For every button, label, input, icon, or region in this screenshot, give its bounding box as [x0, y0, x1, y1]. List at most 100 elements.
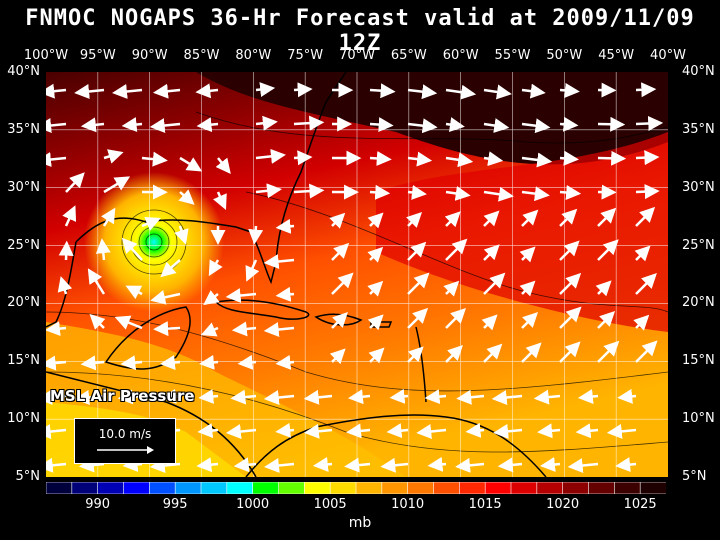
wind-vector-arrow	[87, 268, 106, 295]
colorbar-tick-label: 1020	[546, 497, 580, 512]
wind-vector-arrow	[263, 390, 295, 405]
pressure-colorbar	[46, 482, 666, 494]
latitude-label-left: 5°N	[15, 469, 41, 484]
wind-vector-arrow	[215, 157, 231, 175]
wind-vector-arrow	[346, 423, 371, 439]
wind-vector-arrow	[407, 272, 430, 295]
wind-vector-arrow	[160, 388, 181, 404]
wind-vector-arrow	[179, 156, 203, 172]
wind-vector-arrow	[103, 176, 131, 194]
wind-vector-arrow	[264, 458, 295, 473]
colorbar-tick-label: 1005	[313, 497, 347, 512]
wind-vector-arrow	[559, 240, 580, 261]
wind-vector-arrow	[483, 151, 504, 167]
wind-vector-arrow	[198, 389, 219, 404]
map-overlay-label: MSL Air Pressure	[50, 387, 195, 405]
wind-vector-arrow	[303, 423, 333, 439]
wind-vector-arrow	[149, 118, 181, 134]
wind-vector-arrow	[427, 456, 447, 472]
wind-vector-arrow	[369, 184, 391, 200]
wind-vector-arrow	[367, 246, 384, 263]
colorbar-swatch	[149, 482, 176, 494]
hispaniola	[314, 313, 363, 326]
wind-vector-arrow	[196, 457, 219, 473]
wind-vector-arrow	[369, 150, 392, 166]
colorbar-swatch	[304, 482, 331, 494]
longitude-label: 75°W	[287, 48, 324, 63]
wind-vector-arrow	[456, 389, 485, 405]
longitude-label: 55°W	[494, 48, 531, 63]
wind-vector-arrow	[559, 208, 578, 227]
cuba	[214, 299, 310, 320]
wind-vector-arrow	[231, 321, 257, 337]
latitude-label-right: 35°N	[682, 121, 715, 137]
wind-vector-arrow	[46, 321, 67, 337]
wind-vector-arrow	[597, 310, 616, 329]
wind-vector-arrow	[597, 116, 626, 132]
wind-vector-arrow	[575, 423, 599, 439]
wind-vector-arrow	[46, 457, 67, 473]
wind-vector-arrow	[606, 423, 637, 439]
wind-vector-arrow	[293, 183, 325, 199]
wind-vector-arrow	[80, 117, 105, 133]
wind-vector-arrow	[634, 245, 651, 262]
wind-vector-arrow	[380, 457, 409, 473]
latitude-label-right: 20°N	[682, 295, 715, 311]
colorbar-tick-label: 990	[85, 497, 111, 512]
wind-vector-arrow	[141, 216, 161, 231]
wind-vector-arrow	[559, 116, 579, 132]
wind-vector-arrow	[577, 389, 599, 404]
latitude-label-left: 40°N	[7, 64, 40, 79]
wind-vector-arrow	[445, 84, 477, 100]
wind-vector-arrow	[617, 388, 637, 404]
wind-vector-arrow	[255, 148, 286, 164]
reference-vector-box: 10.0 m/s	[74, 418, 176, 464]
colorbar-swatch	[226, 482, 254, 494]
wind-vectors	[46, 82, 664, 474]
wind-vector-arrow	[595, 280, 612, 297]
wind-vector-arrow	[197, 423, 219, 439]
latitude-label-left: 25°N	[7, 237, 40, 253]
wind-vector-arrow	[255, 82, 276, 97]
wind-vector-arrow	[293, 82, 313, 98]
colorbar-swatch	[278, 482, 306, 494]
colorbar-swatch	[536, 482, 564, 494]
wind-vector-arrow	[493, 423, 523, 439]
wind-vector-arrow	[483, 210, 500, 227]
longitude-label: 40°W	[650, 48, 686, 63]
wind-vector-arrow	[245, 259, 260, 282]
wind-vector-arrow	[114, 315, 143, 330]
wind-vector-arrow	[263, 322, 295, 337]
wind-vector-arrow	[329, 348, 346, 365]
wind-vector-arrow	[275, 286, 295, 302]
wind-vector-arrow	[121, 237, 143, 261]
wind-vector-arrow	[153, 321, 181, 337]
colorbar-swatch	[174, 482, 202, 494]
reference-arrow-icon	[97, 446, 154, 454]
wind-vector-arrow	[230, 389, 257, 405]
wind-vector-arrow	[367, 314, 384, 331]
wind-vector-arrow	[445, 117, 465, 133]
wind-vector-arrow	[407, 84, 438, 100]
colorbar-swatch	[46, 482, 73, 494]
wind-vector-arrow	[559, 272, 582, 295]
colorbar-swatch	[200, 482, 228, 494]
wind-vector-arrow	[331, 312, 348, 329]
wind-vector-arrow	[519, 246, 536, 263]
wind-vector-arrow	[491, 390, 523, 405]
colorbar-swatch	[562, 482, 590, 494]
wind-vector-arrow	[521, 152, 553, 168]
wind-vector-arrow	[539, 457, 561, 472]
colorbar-swatch	[433, 482, 461, 494]
ridge-region	[376, 132, 668, 332]
wind-vector-arrow	[101, 207, 116, 227]
wind-vector-arrow	[635, 184, 660, 200]
wind-vector-arrow	[331, 242, 350, 261]
wind-vector-arrow	[149, 458, 181, 473]
wind-vector-arrow	[58, 240, 74, 261]
wind-vector-arrow	[293, 150, 313, 166]
wind-vector-arrow	[255, 115, 278, 131]
wind-vector-arrow	[615, 457, 637, 473]
wind-vector-arrow	[521, 186, 550, 202]
wind-vector-arrow	[89, 313, 106, 330]
